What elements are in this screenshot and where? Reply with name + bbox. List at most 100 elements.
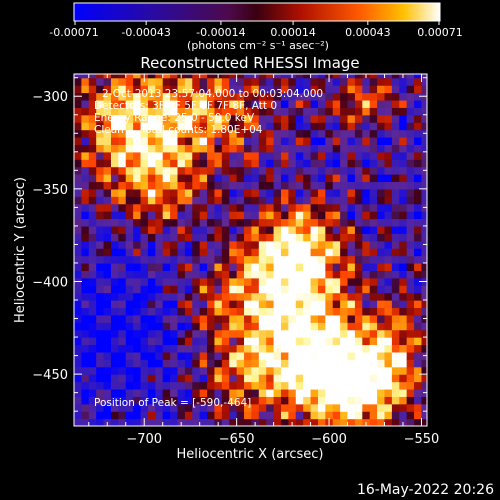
heatmap-cell <box>96 211 105 220</box>
heatmap-cell <box>103 99 112 108</box>
heatmap-cell <box>221 196 230 205</box>
heatmap-cell <box>391 233 400 242</box>
heatmap-cell <box>88 218 97 227</box>
heatmap-cell <box>162 337 171 346</box>
heatmap-cell <box>244 381 253 390</box>
heatmap-cell <box>377 218 386 227</box>
heatmap-cell <box>96 300 105 309</box>
heatmap-cell <box>133 292 142 301</box>
heatmap-cell <box>110 388 119 397</box>
heatmap-cell <box>236 151 245 160</box>
heatmap-cell <box>96 85 105 94</box>
heatmap-cell <box>332 314 341 323</box>
heatmap-cell <box>347 225 356 234</box>
heatmap-cell <box>147 196 156 205</box>
heatmap-cell <box>377 122 386 131</box>
heatmap-cell <box>177 359 186 368</box>
heatmap-cell <box>88 188 97 197</box>
heatmap-cell <box>384 211 393 220</box>
heatmap-cell <box>303 359 312 368</box>
heatmap-cell <box>125 344 134 353</box>
heatmap-cell <box>110 196 119 205</box>
heatmap-cell <box>110 129 119 138</box>
heatmap-cell <box>229 174 238 183</box>
heatmap-cell <box>354 99 363 108</box>
heatmap-cell <box>103 159 112 168</box>
heatmap-cell <box>251 92 260 101</box>
heatmap-cell <box>399 225 408 234</box>
heatmap-cell <box>325 314 334 323</box>
heatmap-cell <box>362 329 371 338</box>
heatmap-cell <box>280 99 289 108</box>
heatmap-cell <box>221 99 230 108</box>
heatmap-cell <box>280 151 289 160</box>
heatmap-cell <box>340 218 349 227</box>
heatmap-cell <box>414 188 423 197</box>
heatmap-cell <box>384 174 393 183</box>
heatmap-cell <box>266 122 275 131</box>
heatmap-cell <box>244 374 253 383</box>
heatmap-cell <box>362 277 371 286</box>
heatmap-cell <box>266 248 275 257</box>
heatmap-cell <box>317 151 326 160</box>
heatmap-cell <box>273 218 282 227</box>
heatmap-cell <box>118 366 127 375</box>
heatmap-cell <box>317 344 326 353</box>
heatmap-cell <box>384 366 393 375</box>
heatmap-cell <box>280 248 289 257</box>
heatmap-cell <box>192 418 201 426</box>
heatmap-cell <box>133 359 142 368</box>
heatmap-cell <box>236 107 245 116</box>
heatmap-cell <box>391 77 400 86</box>
heatmap-cell <box>354 270 363 279</box>
heatmap-cell <box>317 159 326 168</box>
heatmap-cell <box>391 314 400 323</box>
heatmap-cell <box>377 374 386 383</box>
heatmap-cell <box>251 277 260 286</box>
heatmap-cell <box>258 99 267 108</box>
heatmap-cell <box>258 211 267 220</box>
heatmap-cell <box>88 300 97 309</box>
heatmap-cell <box>414 181 423 190</box>
heatmap-cell <box>155 188 164 197</box>
heatmap-cell <box>81 77 90 86</box>
heatmap-cell <box>192 329 201 338</box>
heatmap-cell <box>332 196 341 205</box>
heatmap-cell <box>354 344 363 353</box>
heatmap-cell <box>303 307 312 316</box>
heatmap-cell <box>229 396 238 405</box>
heatmap-cell <box>251 255 260 264</box>
heatmap-cell <box>288 366 297 375</box>
heatmap-cell <box>207 270 216 279</box>
heatmap-cell <box>96 99 105 108</box>
heatmap-cell <box>177 211 186 220</box>
heatmap-cell <box>347 381 356 390</box>
heatmap-cell <box>273 92 282 101</box>
heatmap-cell <box>377 166 386 175</box>
heatmap-cell <box>325 159 334 168</box>
heatmap-cell <box>177 307 186 316</box>
heatmap-cell <box>236 211 245 220</box>
heatmap-cell <box>391 307 400 316</box>
heatmap-cell <box>303 262 312 271</box>
heatmap-cell <box>288 314 297 323</box>
heatmap-cell <box>177 151 186 160</box>
heatmap-cell <box>384 307 393 316</box>
heatmap-cell <box>147 388 156 397</box>
heatmap-cell <box>244 351 253 360</box>
heatmap-cell <box>340 292 349 301</box>
heatmap-cell <box>325 203 334 212</box>
heatmap-cell <box>399 122 408 131</box>
heatmap-cell <box>140 122 149 131</box>
heatmap-cell <box>103 203 112 212</box>
heatmap-cell <box>251 107 260 116</box>
heatmap-cell <box>133 211 142 220</box>
heatmap-cell <box>214 114 223 123</box>
heatmap-cell <box>317 374 326 383</box>
heatmap-cell <box>81 351 90 360</box>
heatmap-cell <box>162 329 171 338</box>
heatmap-cell <box>391 203 400 212</box>
heatmap-cell <box>399 255 408 264</box>
heatmap-cell <box>170 181 179 190</box>
heatmap-cell <box>118 166 127 175</box>
